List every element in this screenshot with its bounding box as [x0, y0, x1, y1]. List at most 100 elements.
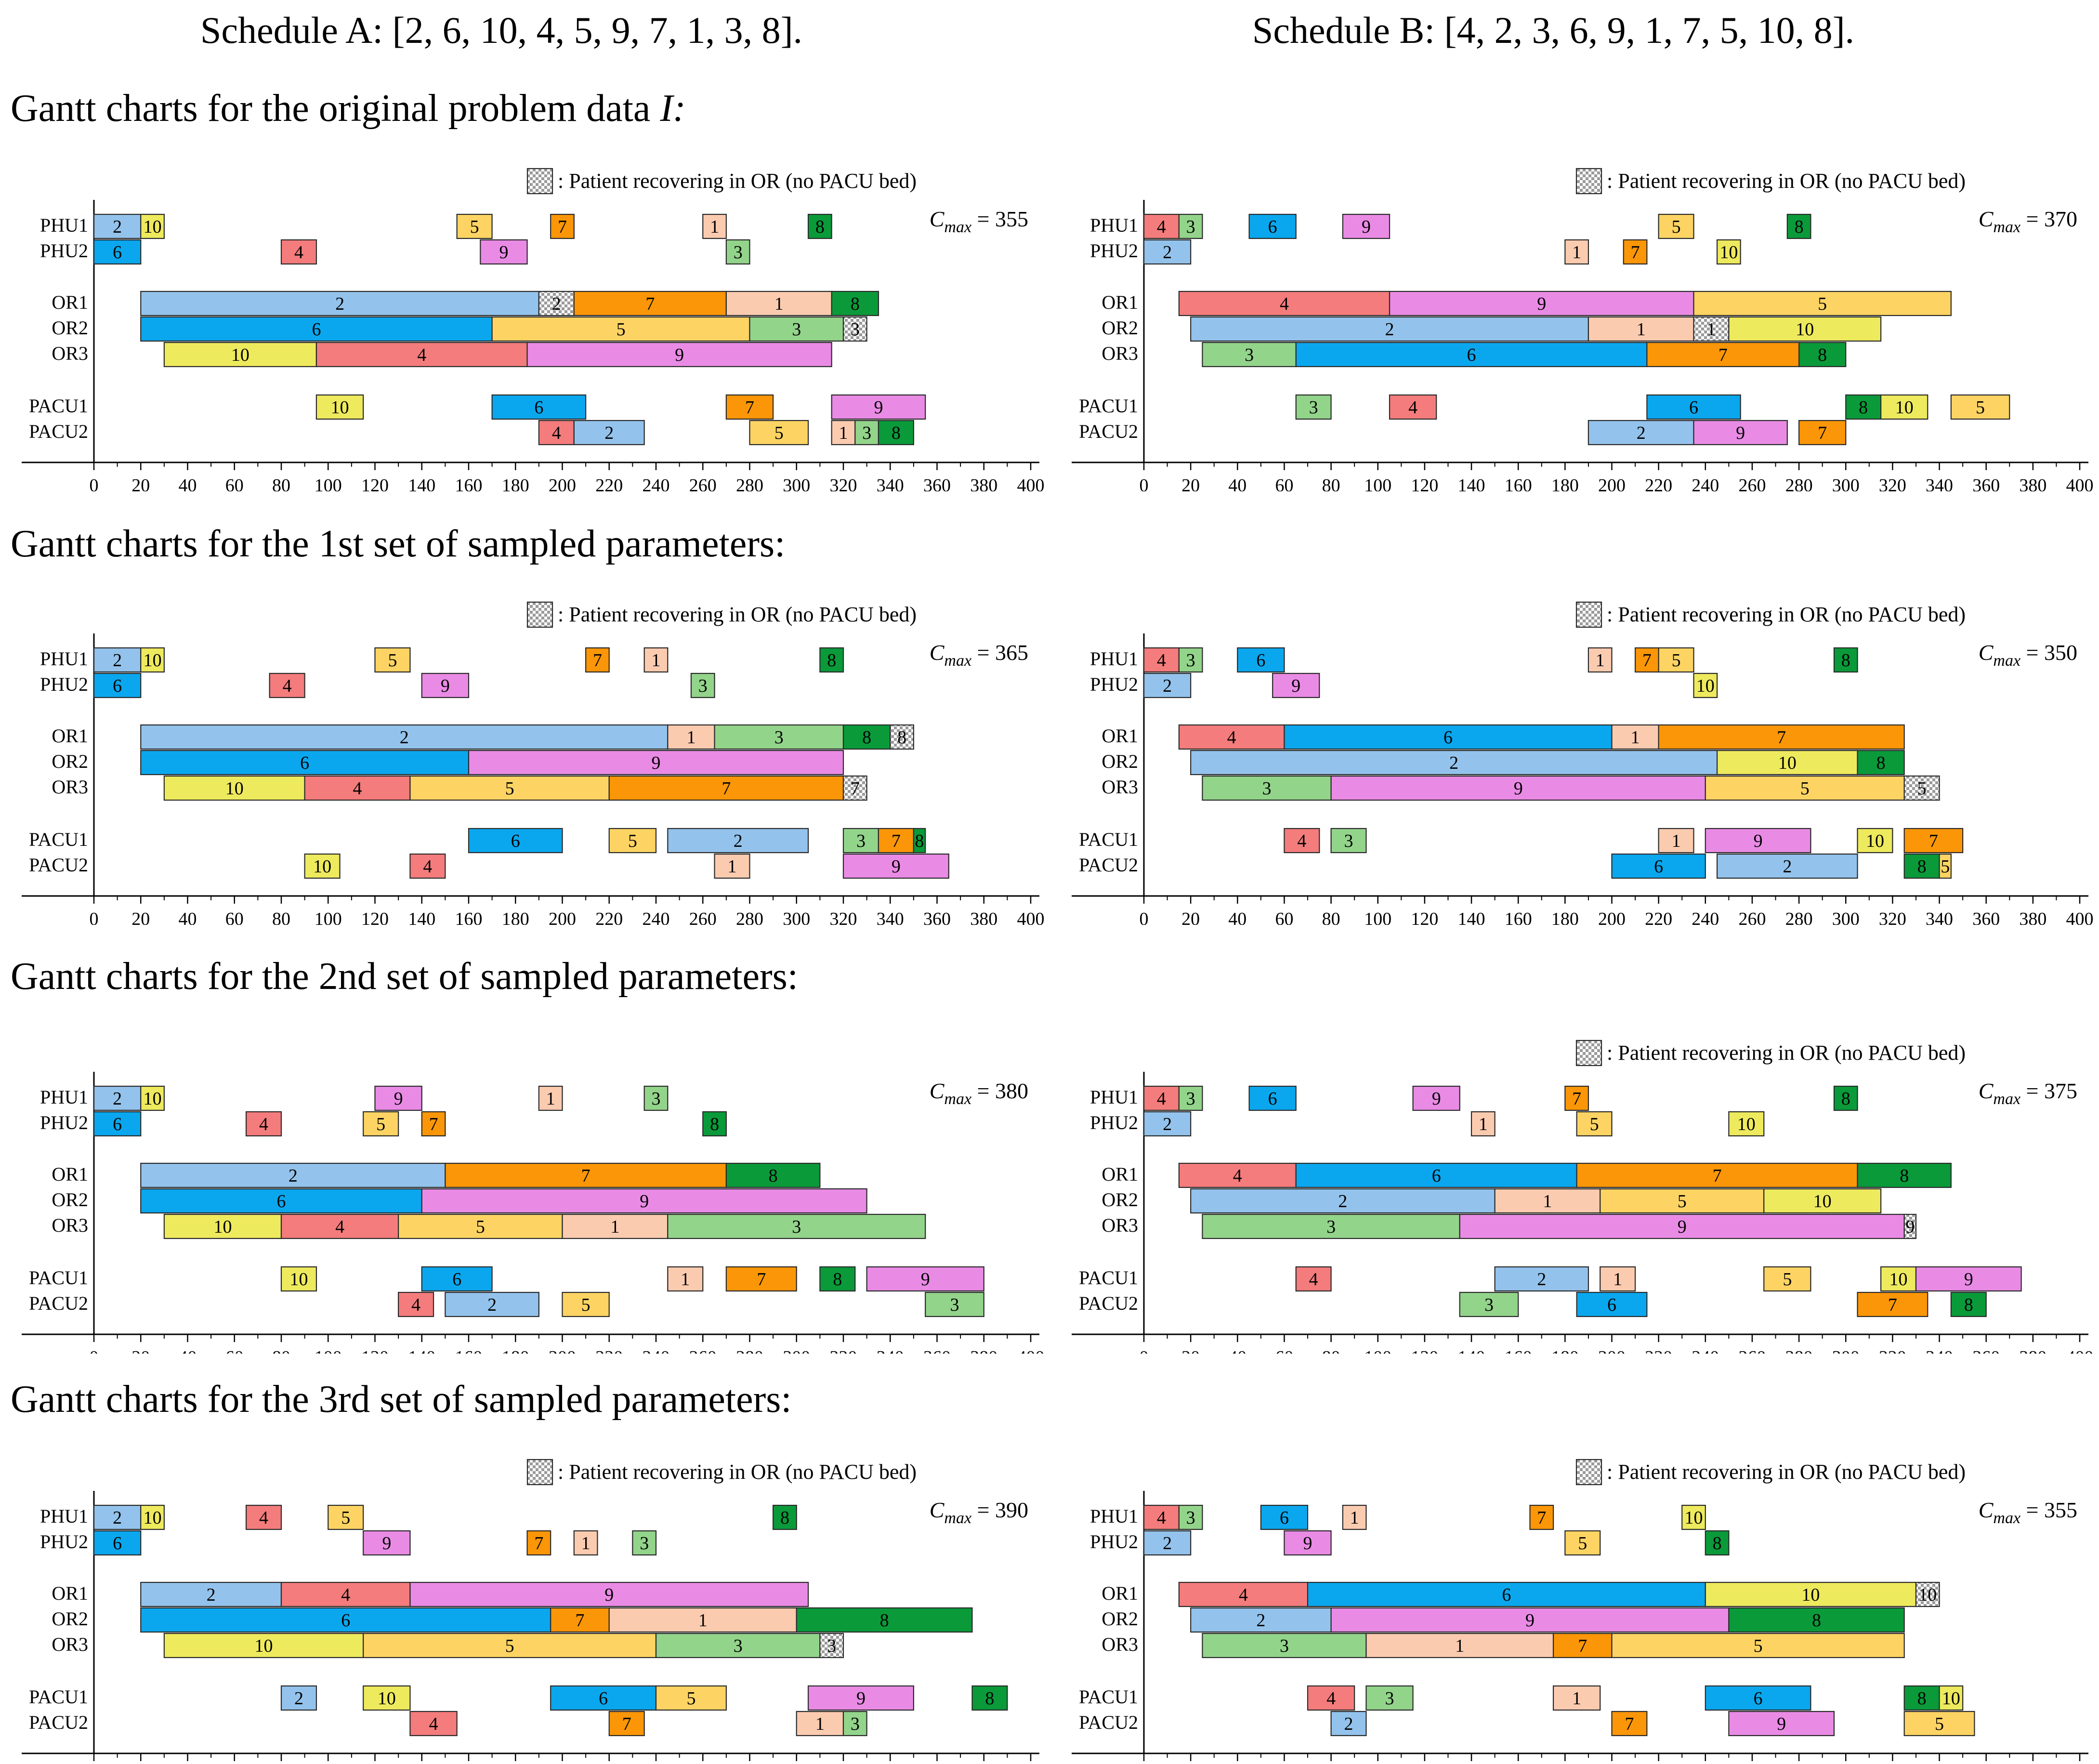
bar-label-patient-5: 5: [376, 1114, 385, 1134]
x-tick-label: 280: [736, 475, 763, 491]
bar-or2-patient-1: [1494, 1188, 1601, 1214]
bar-label-patient-10: 10: [1685, 1508, 1703, 1528]
bar-or1-patient-6: [1295, 1162, 1577, 1188]
x-tick-label: 80: [1322, 475, 1340, 491]
bar-pacu2-patient-4: [538, 420, 575, 446]
bar-or3-patient-4: [280, 1213, 399, 1239]
x-tick-label: 60: [225, 909, 244, 925]
x-tick-label: 380: [2019, 475, 2047, 491]
cmax-value: Cmax = 375: [1979, 1079, 2077, 1108]
bar-label-patient-9: 9: [1291, 676, 1300, 696]
blocked-bar-or2-patient-3: [842, 316, 867, 342]
resource-label-phu1: PHU1: [40, 648, 88, 670]
bar-pacu2-patient-9: [1728, 1711, 1835, 1737]
bar-label-patient-5: 5: [505, 1636, 514, 1656]
bar-label-patient-8: 8: [1713, 1533, 1722, 1553]
x-tick-label: 180: [1551, 1347, 1579, 1354]
bar-label-patient-8: 8: [1859, 397, 1868, 418]
bar-label-patient-10: 10: [331, 397, 349, 418]
bar-label-patient-6: 6: [1607, 1295, 1616, 1315]
bar-label-patient-1: 1: [1350, 1508, 1359, 1528]
x-tick-label: 260: [1738, 1347, 1766, 1354]
bar-pacu2-patient-2: [573, 420, 645, 446]
bar-label-patient-3: 3: [1186, 650, 1195, 671]
bar-phu1-patient-8: [807, 213, 832, 239]
bar-label-patient-2: 2: [1163, 1533, 1172, 1553]
gantt-chart-a-sample-3: PHU1PHU2OR1OR2OR3PACU1PACU20204060801001…: [22, 1459, 1039, 1761]
bar-phu1-patient-5: [1658, 213, 1694, 239]
bar-label-patient-10: 10: [225, 778, 244, 799]
bar-pacu1-patient-10: [1880, 394, 1928, 420]
x-tick-label: 400: [1017, 1347, 1045, 1354]
resource-label-pacu1: PACU1: [1079, 829, 1138, 850]
bar-label-patient-3: 3: [827, 1636, 836, 1656]
bar-label-patient-5: 5: [1678, 1191, 1687, 1211]
bar-pacu1-patient-7: [725, 394, 774, 420]
bar-or3-patient-10: [163, 1213, 282, 1239]
bar-phu1-patient-2: [93, 1504, 142, 1530]
bar-or1-patient-5: [1693, 290, 1952, 316]
resource-label-or1: OR1: [52, 725, 88, 747]
bar-label-patient-5: 5: [581, 1295, 590, 1315]
x-tick-label: 40: [179, 909, 197, 925]
bar-pacu1-patient-3: [1295, 394, 1332, 420]
bar-label-patient-7: 7: [1625, 1714, 1634, 1734]
bar-label-patient-6: 6: [300, 753, 309, 773]
bar-pacu2-patient-4: [409, 1711, 458, 1737]
x-tick-label: 380: [970, 475, 997, 491]
bar-label-patient-10: 10: [1895, 397, 1914, 418]
bar-label-patient-9: 9: [874, 397, 883, 418]
x-tick-label: 320: [830, 1347, 857, 1354]
bar-pacu2-patient-2: [1330, 1711, 1367, 1737]
bar-or3-patient-10: [163, 775, 305, 801]
x-tick-label: 340: [1926, 475, 1953, 491]
bar-label-patient-1: 1: [1706, 319, 1716, 340]
bar-pacu2-patient-3: [1459, 1291, 1519, 1317]
bar-label-patient-1: 1: [1596, 650, 1605, 671]
bar-label-patient-10: 10: [1866, 831, 1884, 851]
resource-label-or3: OR3: [52, 1633, 88, 1655]
bar-label-patient-1: 1: [774, 294, 784, 314]
x-tick-label: 260: [1738, 909, 1766, 925]
bar-phu1-patient-9: [374, 1085, 422, 1111]
x-tick-label: 360: [923, 1347, 951, 1354]
x-tick-label: 60: [1275, 475, 1293, 491]
x-tick-label: 0: [90, 475, 99, 491]
cmax-value: Cmax = 390: [930, 1498, 1028, 1527]
bar-or2-patient-10: [1763, 1188, 1882, 1214]
bar-label-patient-9: 9: [921, 1269, 930, 1290]
bar-label-patient-4: 4: [335, 1217, 344, 1237]
bar-label-patient-9: 9: [1754, 831, 1763, 851]
blocked-bar-or1-patient-2: [538, 290, 575, 316]
resource-label-pacu2: PACU2: [29, 854, 88, 876]
bar-pacu1-patient-3: [842, 828, 879, 854]
bar-pacu1-patient-1: [1600, 1266, 1636, 1292]
bar-label-patient-1: 1: [839, 423, 848, 443]
bar-or1-patient-8: [831, 290, 879, 316]
resource-label-pacu2: PACU2: [29, 421, 88, 442]
bar-phu1-patient-1: [1587, 647, 1613, 673]
x-tick-label: 160: [455, 909, 483, 925]
x-tick-label: 20: [131, 1347, 150, 1354]
resource-label-pacu1: PACU1: [29, 395, 88, 417]
bar-pacu1-patient-1: [1552, 1685, 1601, 1711]
bar-pacu1-patient-6: [1646, 394, 1741, 420]
bar-phu2-patient-1: [573, 1530, 598, 1556]
legend-text: : Patient recovering in OR (no PACU bed): [1607, 603, 1966, 626]
x-tick-label: 200: [549, 909, 576, 925]
bar-phu2-patient-2: [1143, 1111, 1192, 1137]
bar-phu1-patient-7: [550, 213, 575, 239]
bar-phu2-patient-9: [480, 239, 528, 265]
bar-or1-patient-2: [140, 724, 669, 750]
bar-label-patient-5: 5: [341, 1508, 350, 1528]
resource-label-pacu2: PACU2: [1079, 854, 1138, 876]
x-tick-label: 220: [1645, 909, 1672, 925]
bar-pacu1-patient-8: [1903, 1685, 1940, 1711]
bar-label-patient-9: 9: [1432, 1089, 1441, 1109]
bar-pacu2-patient-7: [608, 1711, 645, 1737]
bar-label-patient-4: 4: [411, 1295, 420, 1315]
x-tick-label: 0: [1140, 1347, 1149, 1354]
bar-or1-patient-2: [140, 1162, 446, 1188]
bar-label-patient-4: 4: [1326, 1688, 1336, 1709]
bar-label-patient-8: 8: [827, 650, 836, 671]
